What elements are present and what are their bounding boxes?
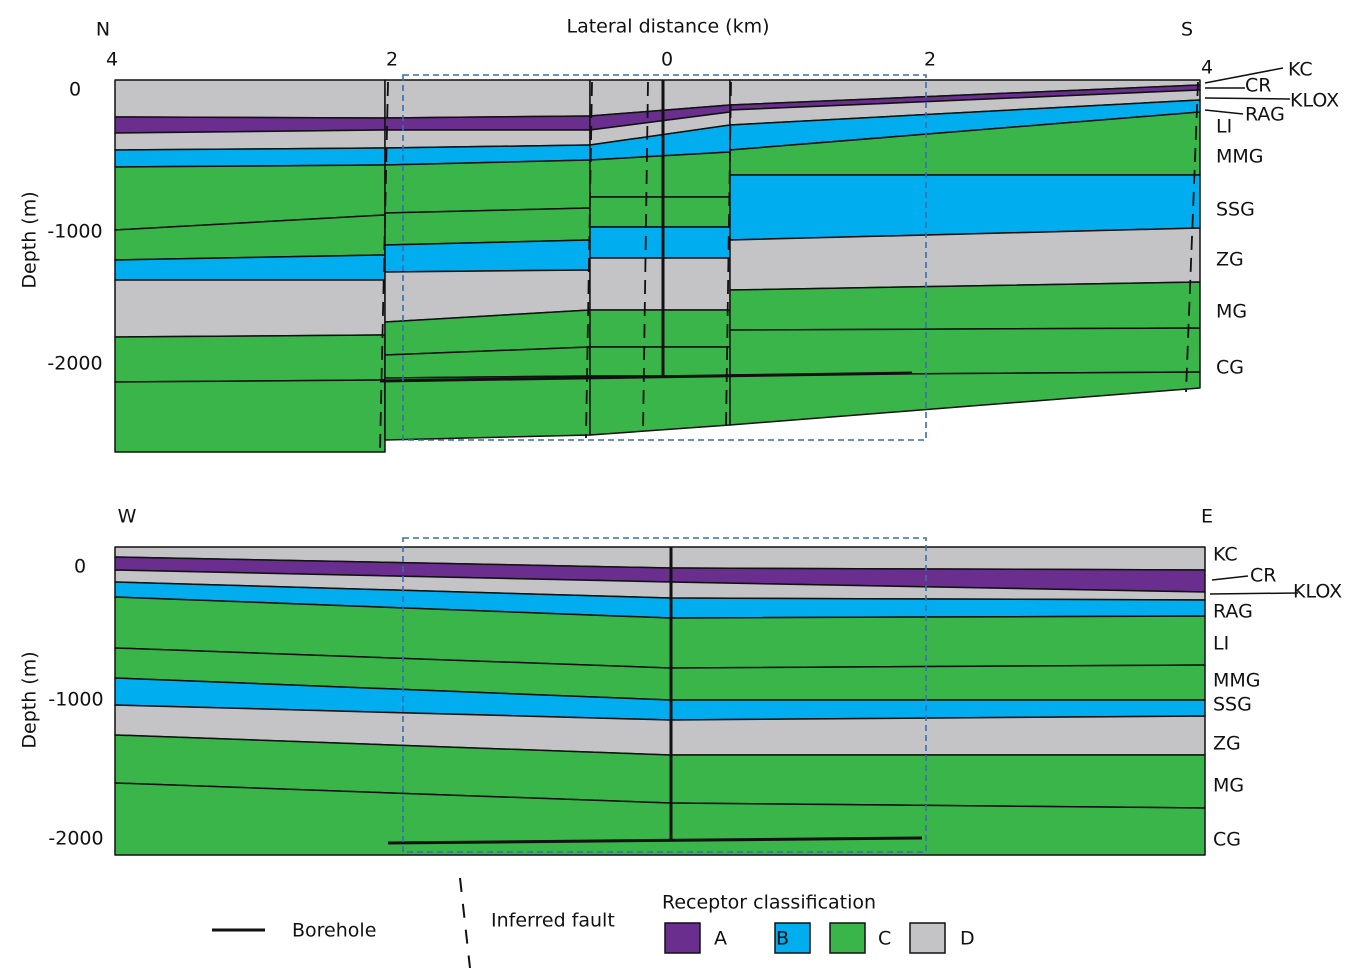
borehole	[387, 836, 923, 845]
focus-box	[402, 74, 927, 441]
y-tick: 0	[74, 556, 86, 578]
legend-text: B	[776, 928, 789, 950]
layer-label: MMG	[1216, 146, 1264, 168]
layer-label: CG	[1216, 357, 1244, 379]
layer-label: LI	[1216, 116, 1232, 138]
legend-text: Borehole	[292, 920, 376, 942]
layer-label: MG	[1216, 301, 1247, 323]
strata-layer	[384, 239, 591, 273]
layer-label: SSG	[1216, 199, 1255, 221]
swatch	[774, 922, 811, 954]
swatch	[909, 922, 946, 954]
strata-layer	[729, 281, 1201, 331]
strata-layer	[384, 159, 591, 214]
y-tick: -1000	[48, 689, 103, 711]
legend-swatches	[664, 922, 946, 954]
borehole	[379, 371, 913, 383]
y-tick: -2000	[48, 828, 103, 850]
compass: W	[118, 506, 137, 528]
layer-label: ZG	[1213, 733, 1241, 755]
strata-layer	[114, 129, 386, 151]
y-tick: 0	[69, 79, 81, 101]
strata-layer	[384, 79, 591, 119]
strata-layer	[114, 379, 386, 453]
strata-layer	[589, 257, 731, 311]
strata-layer	[114, 279, 386, 338]
layer-label: MMG	[1213, 670, 1261, 692]
layer-label: SSG	[1213, 694, 1252, 716]
y-tick: -1000	[47, 221, 102, 243]
strata-layer	[589, 346, 731, 377]
strata-layer	[384, 207, 591, 246]
compass: E	[1201, 506, 1213, 528]
strata-layer	[114, 254, 386, 281]
y-tick: -2000	[47, 353, 102, 375]
strata-layer	[384, 375, 591, 441]
x-tick: 0	[661, 49, 673, 71]
legend-title: Receptor classification	[662, 892, 876, 914]
swatch	[664, 922, 701, 954]
compass: N	[96, 19, 110, 41]
strata-layer	[589, 151, 731, 198]
compass: S	[1181, 19, 1193, 41]
layer-label: RAG	[1245, 104, 1285, 126]
x-tick: 2	[386, 49, 398, 71]
legend-text: C	[878, 928, 891, 950]
legend-text: D	[960, 928, 975, 950]
strata-layer	[589, 309, 731, 348]
layer-label: KC	[1288, 59, 1313, 81]
labels: N S Lateral distance (km) 4 2 0 2 4 Dept…	[19, 16, 1343, 950]
strata-layer	[384, 115, 591, 131]
x-tick: 4	[106, 49, 118, 71]
strata-layer	[729, 371, 1201, 426]
x-axis-title: Lateral distance (km)	[566, 16, 769, 38]
legend-text: Inferred fault	[491, 910, 615, 932]
x-tick: 2	[924, 49, 936, 71]
strata-layer	[114, 334, 386, 383]
overlay	[212, 67, 1299, 968]
strata-layer	[729, 327, 1201, 376]
layer-label: KC	[1213, 544, 1238, 566]
strata-layer	[114, 147, 386, 168]
strata-layer	[589, 196, 731, 228]
x-tick: 4	[1201, 57, 1213, 79]
layer-label: CR	[1245, 75, 1271, 97]
layer-label: MG	[1213, 775, 1244, 797]
sections	[114, 79, 1206, 856]
layer-label: CG	[1213, 829, 1241, 851]
strata-layer	[589, 375, 731, 436]
legend-fault	[459, 877, 471, 968]
layer-label: CR	[1250, 565, 1276, 587]
focus-box	[402, 537, 927, 853]
y-axis-title: Depth (m)	[19, 191, 41, 288]
layer-label: RAG	[1213, 601, 1253, 623]
layer-label: KLOX	[1293, 581, 1342, 603]
layer-label: KLOX	[1290, 90, 1339, 112]
layer-label: ZG	[1216, 249, 1244, 271]
layer-label: LI	[1213, 633, 1229, 655]
strata-layer	[114, 79, 386, 119]
y-axis-title: Depth (m)	[19, 651, 41, 748]
leaders	[1204, 67, 1299, 595]
legend-text: A	[714, 928, 727, 950]
strata-layer	[589, 226, 731, 259]
swatch	[829, 922, 866, 954]
